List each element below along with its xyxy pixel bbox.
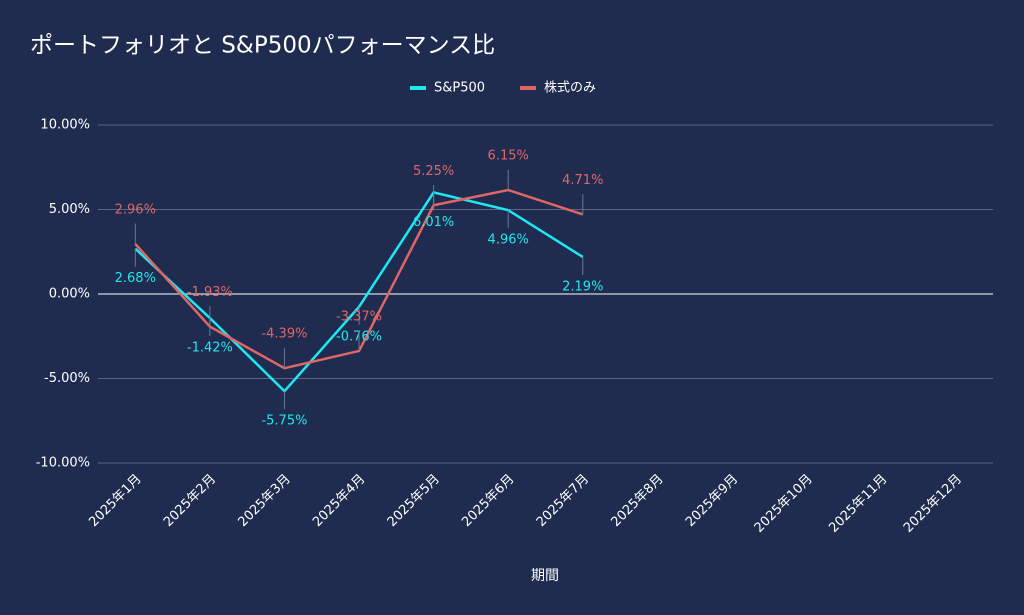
data-label: 4.96% [488, 233, 529, 248]
y-tick-label: 0.00% [49, 287, 90, 302]
data-label: 2.19% [562, 279, 603, 294]
chart-title: ポートフォリオと S&P500パフォーマンス比 [30, 33, 495, 59]
y-tick-label: 5.00% [49, 202, 90, 217]
data-label: 4.71% [562, 173, 603, 188]
x-axis-label: 期間 [531, 568, 559, 584]
data-label: -1.42% [187, 340, 233, 355]
data-label: 6.01% [413, 215, 454, 230]
data-label: 6.15% [488, 149, 529, 164]
legend-label: 株式のみ [544, 81, 596, 96]
data-label: -5.75% [261, 414, 307, 429]
data-label: 2.68% [115, 271, 156, 286]
y-tick-label: 10.00% [40, 118, 90, 133]
y-tick-label: -5.00% [44, 371, 90, 386]
data-label: -4.39% [261, 327, 307, 342]
data-label: -1.93% [187, 285, 233, 300]
data-label: 2.96% [115, 202, 156, 217]
legend-label: S&P500 [434, 81, 485, 96]
data-label: 5.25% [413, 164, 454, 179]
y-tick-label: -10.00% [36, 456, 90, 471]
data-label: -3.37% [336, 309, 382, 324]
